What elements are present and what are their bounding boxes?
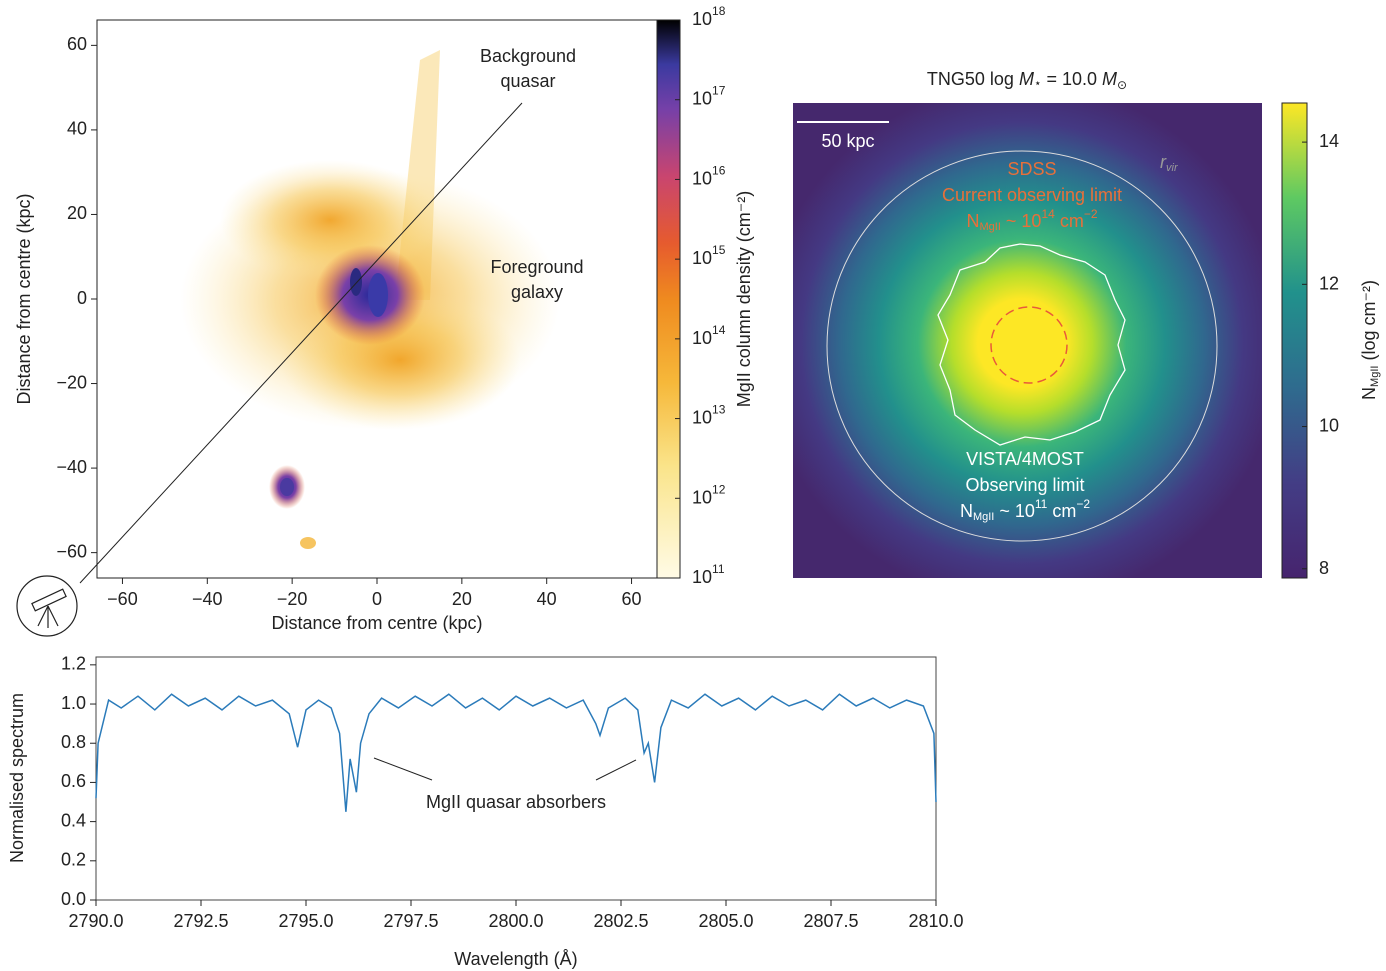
- tick-base: 12: [1319, 273, 1339, 293]
- colorbar-tick-label: 1016: [692, 164, 726, 189]
- x-tick-label: −60: [107, 589, 138, 609]
- gas-map: [180, 50, 560, 549]
- telescope-icon: [16, 575, 78, 637]
- colorbar-tick-label: 1014: [692, 323, 726, 348]
- tick-base: 10: [692, 487, 712, 507]
- annotation: Observing limit: [965, 475, 1084, 495]
- colorbar-tick-label: 10: [1319, 415, 1339, 435]
- x-tick-label: 0: [372, 589, 382, 609]
- tick-base: 8: [1319, 558, 1329, 578]
- annotation: VISTA/4MOST: [966, 449, 1084, 469]
- tick-exponent: 11: [712, 562, 725, 576]
- colorbar-label: NMgII (log cm⁻²): [1359, 280, 1381, 400]
- x-tick-label: 2805.0: [698, 911, 753, 931]
- virial-radius: [826, 150, 1218, 542]
- x-tick-label: 2792.5: [173, 911, 228, 931]
- x-tick-label: −20: [277, 589, 308, 609]
- annotation: SDSS: [1007, 159, 1056, 179]
- colorbar-tick-label: 1017: [692, 84, 726, 109]
- annotation: quasar: [500, 71, 555, 91]
- tick-base: 10: [692, 9, 712, 29]
- radius-label: rvir: [1160, 152, 1179, 174]
- tick-base: 10: [692, 328, 712, 348]
- colorbar: [1281, 102, 1308, 579]
- tick-exponent: 14: [712, 323, 726, 337]
- y-axis-label: Distance from centre (kpc): [14, 193, 34, 404]
- colorbar-tick-label: 1015: [692, 243, 726, 268]
- colorbar-label: MgII column density (cm⁻²): [734, 191, 754, 408]
- x-tick-label: 60: [622, 589, 642, 609]
- tick-base: 14: [1319, 131, 1339, 151]
- y-tick-label: 1.2: [61, 654, 86, 674]
- x-tick-label: 40: [537, 589, 557, 609]
- tick-exponent: 17: [712, 84, 726, 98]
- x-axis-label: Wavelength (Å): [454, 949, 577, 969]
- annotation: Current observing limit: [942, 185, 1122, 205]
- y-tick-label: 0.8: [61, 732, 86, 752]
- spectrum-line: [95, 693, 937, 812]
- x-tick-label: 2807.5: [803, 911, 858, 931]
- y-tick-label: −60: [56, 541, 87, 561]
- y-tick-label: 0.2: [61, 850, 86, 870]
- x-tick-label: 2797.5: [383, 911, 438, 931]
- scale-bar-label: 50 kpc: [821, 131, 874, 151]
- x-tick-label: 2810.0: [908, 911, 963, 931]
- y-tick-label: −20: [56, 372, 87, 392]
- y-tick-label: 0: [77, 288, 87, 308]
- contour-sdss: [990, 306, 1068, 384]
- x-tick-label: −40: [192, 589, 223, 609]
- annotation: galaxy: [511, 282, 563, 302]
- tick-base: 10: [692, 567, 712, 587]
- arrow: [373, 757, 433, 781]
- annotation: NMgII ~ 1014 cm−2: [967, 207, 1098, 233]
- chart-title: TNG50 log M⋆ = 10.0 M⊙: [927, 69, 1127, 92]
- annotation: MgII quasar absorbers: [426, 792, 606, 812]
- arrow: [595, 759, 637, 781]
- colorbar-tick-label: 1018: [692, 4, 726, 29]
- contour-4most: [937, 243, 1126, 446]
- x-tick-label: 2790.0: [68, 911, 123, 931]
- x-tick-label: 2795.0: [278, 911, 333, 931]
- tick-exponent: 16: [712, 164, 726, 178]
- annotation: Foreground: [490, 257, 583, 277]
- x-tick-label: 2800.0: [488, 911, 543, 931]
- y-tick-label: 20: [67, 203, 87, 223]
- tick-base: 10: [692, 88, 712, 108]
- colorbar-tick-label: 1011: [692, 562, 725, 587]
- tick-exponent: 12: [712, 482, 726, 496]
- tick-base: 10: [1319, 415, 1339, 435]
- plot-frame: [95, 656, 937, 901]
- y-tick-label: −40: [56, 457, 87, 477]
- sightline: [79, 102, 523, 584]
- y-tick-label: 1.0: [61, 693, 86, 713]
- y-tick-label: 40: [67, 119, 87, 139]
- colorbar-tick-label: 1013: [692, 403, 726, 428]
- colorbar-tick-label: 8: [1319, 558, 1329, 578]
- colorbar-tick-label: 12: [1319, 273, 1339, 293]
- x-tick-label: 2802.5: [593, 911, 648, 931]
- colorbar-tick-label: 14: [1319, 131, 1339, 151]
- density-map: [793, 103, 1262, 578]
- tick-exponent: 15: [712, 243, 726, 257]
- tick-exponent: 13: [712, 403, 726, 417]
- y-tick-label: 0.6: [61, 771, 86, 791]
- y-tick-label: 60: [67, 34, 87, 54]
- annotation: NMgII ~ 1011 cm−2: [960, 497, 1090, 523]
- colorbar-tick-label: 1012: [692, 482, 726, 507]
- y-tick-label: 0.4: [61, 810, 86, 830]
- x-tick-label: 20: [452, 589, 472, 609]
- colorbar: [656, 19, 681, 579]
- tick-base: 10: [692, 248, 712, 268]
- tick-exponent: 18: [712, 4, 726, 18]
- tick-base: 10: [692, 407, 712, 427]
- x-axis-label: Distance from centre (kpc): [271, 613, 482, 633]
- annotation: Background: [480, 46, 576, 66]
- y-axis-label: Normalised spectrum: [7, 693, 27, 863]
- y-tick-label: 0.0: [61, 889, 86, 909]
- tick-base: 10: [692, 168, 712, 188]
